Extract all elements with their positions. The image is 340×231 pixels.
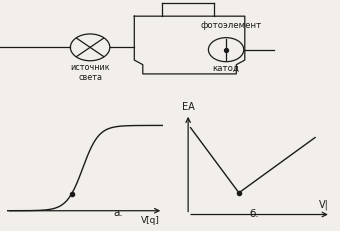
Text: EА: EА xyxy=(182,102,194,112)
Text: катод: катод xyxy=(212,64,240,73)
Text: а.: а. xyxy=(114,209,123,219)
Text: V[q]: V[q] xyxy=(141,216,160,225)
Text: фотоэлемент: фотоэлемент xyxy=(201,21,262,30)
Text: источник
света: источник света xyxy=(70,63,110,82)
Text: V|: V| xyxy=(319,199,328,210)
Text: б.: б. xyxy=(250,210,259,219)
